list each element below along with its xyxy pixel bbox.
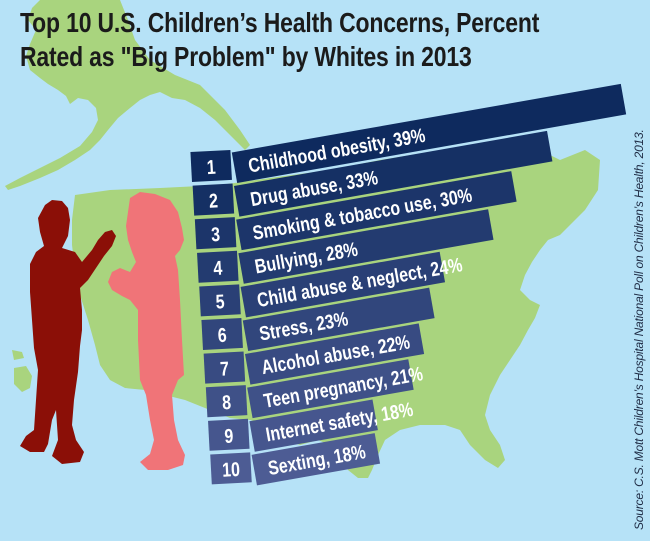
rank-box <box>205 385 248 418</box>
rank-label: 4 <box>213 257 223 280</box>
bar <box>247 359 414 419</box>
bar <box>249 399 378 452</box>
girl-silhouette <box>108 192 185 470</box>
alaska-shape <box>5 0 250 190</box>
rank-label: 7 <box>219 358 229 381</box>
bar <box>240 251 446 318</box>
rank-box <box>208 418 250 451</box>
chart-title: Top 10 U.S. Children’s Health Concerns, … <box>20 6 540 74</box>
rank-label: 3 <box>211 223 221 246</box>
rank-label: 10 <box>222 458 241 481</box>
rank-box <box>192 183 235 216</box>
bar-row: 4 Bullying, 28% <box>197 209 494 284</box>
bar <box>231 83 627 183</box>
title-line-1: Top 10 U.S. Children’s Health Concerns, … <box>20 7 540 38</box>
rank-box <box>201 317 243 350</box>
bar <box>251 433 381 486</box>
rank-box <box>210 452 252 485</box>
bar-group: Bullying, 28% <box>238 209 494 284</box>
rank-label: 8 <box>222 391 232 414</box>
rank-label: 6 <box>217 324 227 347</box>
bar <box>236 171 517 251</box>
rank-box <box>199 284 241 317</box>
boy-silhouette <box>20 200 116 464</box>
rank-box <box>197 250 239 283</box>
hawaii-shape <box>12 350 32 392</box>
bar-rows: 1 Childhood obesity, 39%2 Drug abuse, 33%3… <box>190 83 627 486</box>
rank-label: 1 <box>206 156 216 179</box>
rank-box <box>194 217 237 250</box>
rank-label: 9 <box>224 425 234 448</box>
bar <box>233 130 553 217</box>
rank-box <box>203 351 246 384</box>
bar <box>238 209 494 284</box>
bar <box>242 287 435 351</box>
source-note: Source: C.S. Mott Children’s Hospital Na… <box>632 129 646 530</box>
rank-label: 2 <box>208 190 218 213</box>
rank-box <box>190 149 232 182</box>
rank-label: 5 <box>215 290 225 313</box>
bar <box>244 323 425 385</box>
title-line-2: Rated as "Big Problem" by Whites in 2013 <box>20 41 472 72</box>
